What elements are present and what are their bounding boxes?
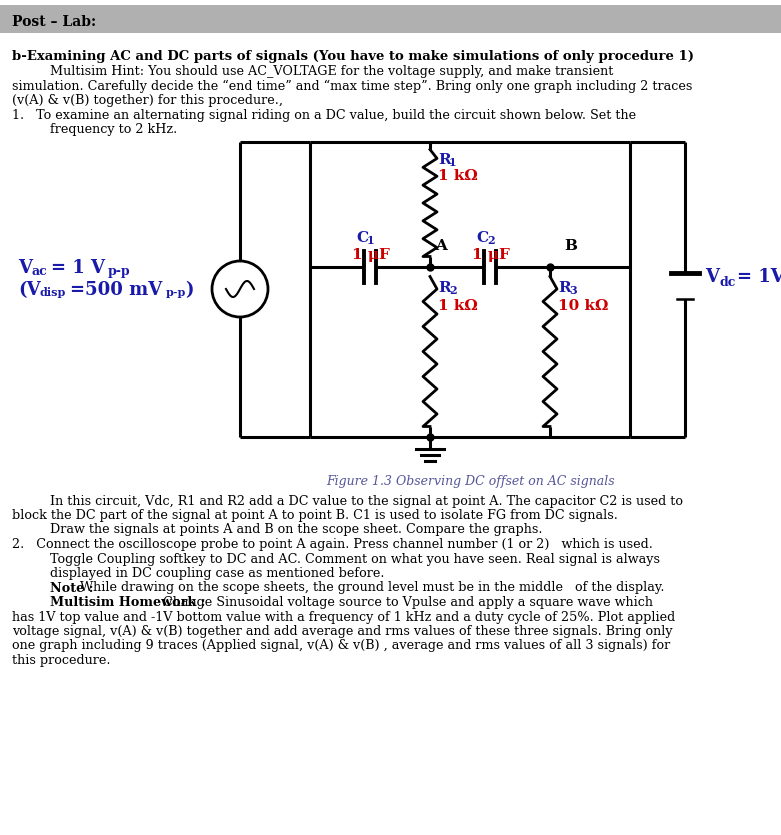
Text: 2: 2 (449, 286, 457, 296)
Text: this procedure.: this procedure. (12, 654, 110, 667)
Text: disp: disp (40, 287, 66, 298)
Text: = 1 V: = 1 V (51, 259, 105, 277)
Text: 1 μF: 1 μF (352, 249, 390, 262)
Text: = 1V: = 1V (737, 268, 781, 286)
Text: 1: 1 (367, 235, 375, 246)
Text: ac: ac (32, 265, 48, 278)
Text: R: R (558, 281, 571, 296)
Text: B: B (564, 239, 577, 252)
Text: A: A (435, 239, 447, 252)
Text: 2.   Connect the oscilloscope probe to point A again. Press channel number (1 or: 2. Connect the oscilloscope probe to poi… (12, 538, 653, 551)
Text: R: R (438, 281, 451, 296)
Text: Draw the signals at points A and B on the scope sheet. Compare the graphs.: Draw the signals at points A and B on th… (50, 524, 543, 537)
Text: 3: 3 (569, 286, 576, 296)
Text: Multisim Homework :: Multisim Homework : (50, 596, 210, 609)
Text: ): ) (185, 281, 194, 299)
Text: Toggle Coupling softkey to DC and AC. Comment on what you have seen. Real signal: Toggle Coupling softkey to DC and AC. Co… (50, 553, 660, 565)
Text: 2: 2 (487, 235, 494, 246)
Text: C: C (356, 231, 368, 245)
Text: voltage signal, v(A) & v(B) together and add average and rms values of these thr: voltage signal, v(A) & v(B) together and… (12, 625, 672, 638)
Text: C: C (476, 231, 488, 245)
Text: one graph including 9 traces (Applied signal, v(A) & v(B) , average and rms valu: one graph including 9 traces (Applied si… (12, 640, 670, 652)
Text: In this circuit, Vdc, R1 and R2 add a DC value to the signal at point A. The cap: In this circuit, Vdc, R1 and R2 add a DC… (50, 494, 683, 508)
Text: Change Sinusoidal voltage source to Vpulse and apply a square wave which: Change Sinusoidal voltage source to Vpul… (163, 596, 653, 609)
Text: 1: 1 (449, 158, 457, 169)
Text: has 1V top value and -1V bottom value with a frequency of 1 kHz and a duty cycle: has 1V top value and -1V bottom value wi… (12, 610, 676, 624)
Text: While drawing on the scope sheets, the ground level must be in the middle   of t: While drawing on the scope sheets, the g… (80, 581, 665, 595)
Text: 10 kΩ: 10 kΩ (558, 298, 608, 312)
Text: 1 kΩ: 1 kΩ (438, 170, 478, 184)
Text: 1 μF: 1 μF (472, 249, 510, 262)
Text: 1.   To examine an alternating signal riding on a DC value, build the circuit sh: 1. To examine an alternating signal ridi… (12, 109, 637, 122)
Text: =500 mV: =500 mV (70, 281, 162, 299)
Text: dc: dc (719, 276, 736, 290)
Text: p-p: p-p (166, 287, 187, 298)
Text: simulation. Carefully decide the “end time” and “max time step”. Bring only one : simulation. Carefully decide the “end ti… (12, 79, 693, 93)
Text: R: R (438, 154, 451, 168)
Text: Post – Lab:: Post – Lab: (12, 15, 96, 29)
Text: (V: (V (18, 281, 41, 299)
Bar (0, 5, 781, 33)
Text: Multisim Hint: You should use AC_VOLTAGE for the voltage supply, and make transi: Multisim Hint: You should use AC_VOLTAGE… (50, 65, 613, 78)
Text: Note :: Note : (50, 581, 98, 595)
Text: Figure 1.3 Observing DC offset on AC signals: Figure 1.3 Observing DC offset on AC sig… (326, 474, 615, 488)
Text: V: V (18, 259, 32, 277)
Text: frequency to 2 kHz.: frequency to 2 kHz. (50, 123, 177, 136)
Text: b-Examining AC and DC parts of signals (You have to make simulations of only pro: b-Examining AC and DC parts of signals (… (12, 50, 694, 63)
Text: displayed in DC coupling case as mentioned before.: displayed in DC coupling case as mention… (50, 567, 384, 580)
Text: 1 kΩ: 1 kΩ (438, 298, 478, 312)
Text: p-p: p-p (108, 265, 130, 278)
Text: block the DC part of the signal at point A to point B. C1 is used to isolate FG : block the DC part of the signal at point… (12, 509, 618, 522)
Text: (v(A) & v(B) together) for this procedure.,: (v(A) & v(B) together) for this procedur… (12, 94, 283, 107)
Text: V: V (705, 268, 719, 286)
